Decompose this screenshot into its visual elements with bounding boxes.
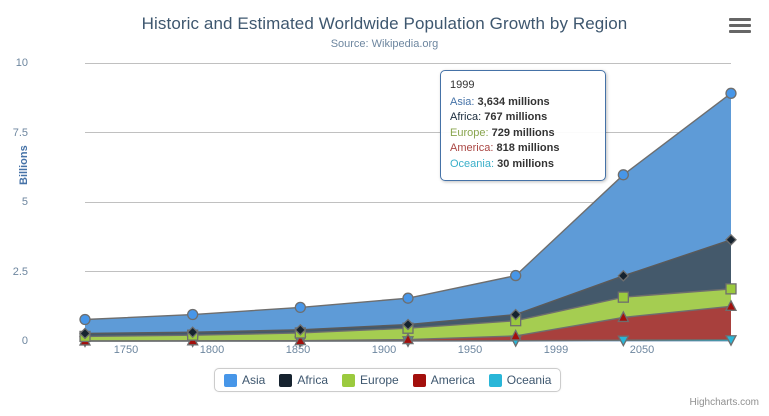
- x-tick-label: 1800: [199, 344, 225, 356]
- menu-bar-2: [729, 24, 751, 27]
- legend-label: America: [430, 373, 475, 387]
- gridline: [85, 202, 731, 203]
- x-tick-label: 1999: [543, 344, 569, 356]
- x-tick-label: 1900: [371, 344, 397, 356]
- gridline: [85, 271, 731, 272]
- legend-item-america[interactable]: America: [412, 373, 475, 387]
- legend-swatch-icon: [412, 373, 426, 387]
- x-tick-label: 1950: [457, 344, 483, 356]
- x-tick-label: 1750: [113, 344, 139, 356]
- tooltip-row-america: America: 818 millions: [450, 142, 560, 154]
- legend: Asia Africa Europe America Oceania: [214, 368, 562, 392]
- legend-label: Africa: [297, 373, 329, 387]
- gridline: [85, 63, 731, 64]
- tooltip: 1999 Asia: 3,634 millions Africa: 767 mi…: [440, 70, 606, 181]
- y-axis-title: Billions: [18, 145, 30, 185]
- tooltip-series-name: Europe: [450, 126, 486, 139]
- y-tick-label: 7.5: [12, 127, 28, 139]
- y-tick-label: 10: [15, 57, 28, 69]
- x-tick-label: 2050: [629, 344, 655, 356]
- y-tick-label: 0: [21, 335, 28, 347]
- legend-item-oceania[interactable]: Oceania: [488, 373, 552, 387]
- tooltip-series-name: Africa: [450, 111, 479, 123]
- tooltip-series-value: 767 millions: [484, 111, 548, 123]
- legend-swatch-icon: [279, 373, 293, 387]
- menu-bar-3: [729, 30, 751, 33]
- legend-swatch-icon: [488, 373, 502, 387]
- tooltip-header: 1999: [450, 79, 475, 91]
- tooltip-row-asia: Asia: 3,634 millions: [450, 95, 550, 108]
- tooltip-series-name: Asia: [450, 95, 472, 108]
- chart-subtitle: Source: Wikipedia.org: [330, 38, 439, 50]
- chart-title: Historic and Estimated Worldwide Populat…: [141, 14, 628, 33]
- legend-swatch-icon: [224, 373, 237, 387]
- tooltip-row-africa: Africa: 767 millions: [450, 111, 548, 123]
- x-axis-line: [85, 341, 731, 342]
- legend-label: Oceania: [506, 373, 552, 387]
- legend-label: Europe: [360, 373, 399, 387]
- x-tick-label: 1850: [285, 344, 311, 356]
- tooltip-row-oceania: Oceania: 30 millions: [450, 157, 554, 170]
- legend-swatch-icon: [342, 373, 356, 387]
- tooltip-series-name: Oceania: [450, 157, 491, 170]
- highcharts-credit[interactable]: Highcharts.com: [689, 397, 759, 408]
- legend-item-europe[interactable]: Europe: [342, 373, 399, 387]
- legend-item-africa[interactable]: Africa: [279, 373, 328, 387]
- tooltip-series-name: America: [450, 142, 491, 154]
- menu-bar-1: [729, 18, 751, 21]
- legend-label: Asia: [242, 373, 266, 387]
- tooltip-series-value: 3,634 millions: [477, 95, 550, 108]
- hamburger-menu-icon[interactable]: [729, 18, 751, 36]
- y-tick-label: 5: [21, 196, 28, 208]
- tooltip-series-value: 729 millions: [491, 126, 555, 139]
- tooltip-series-value: 818 millions: [496, 142, 560, 154]
- tooltip-row-europe: Europe: 729 millions: [450, 126, 555, 139]
- gridline: [85, 132, 731, 133]
- tooltip-series-value: 30 millions: [497, 157, 554, 170]
- legend-item-asia[interactable]: Asia: [224, 373, 265, 387]
- plot-area: [85, 63, 731, 341]
- y-tick-label: 2.5: [12, 266, 28, 278]
